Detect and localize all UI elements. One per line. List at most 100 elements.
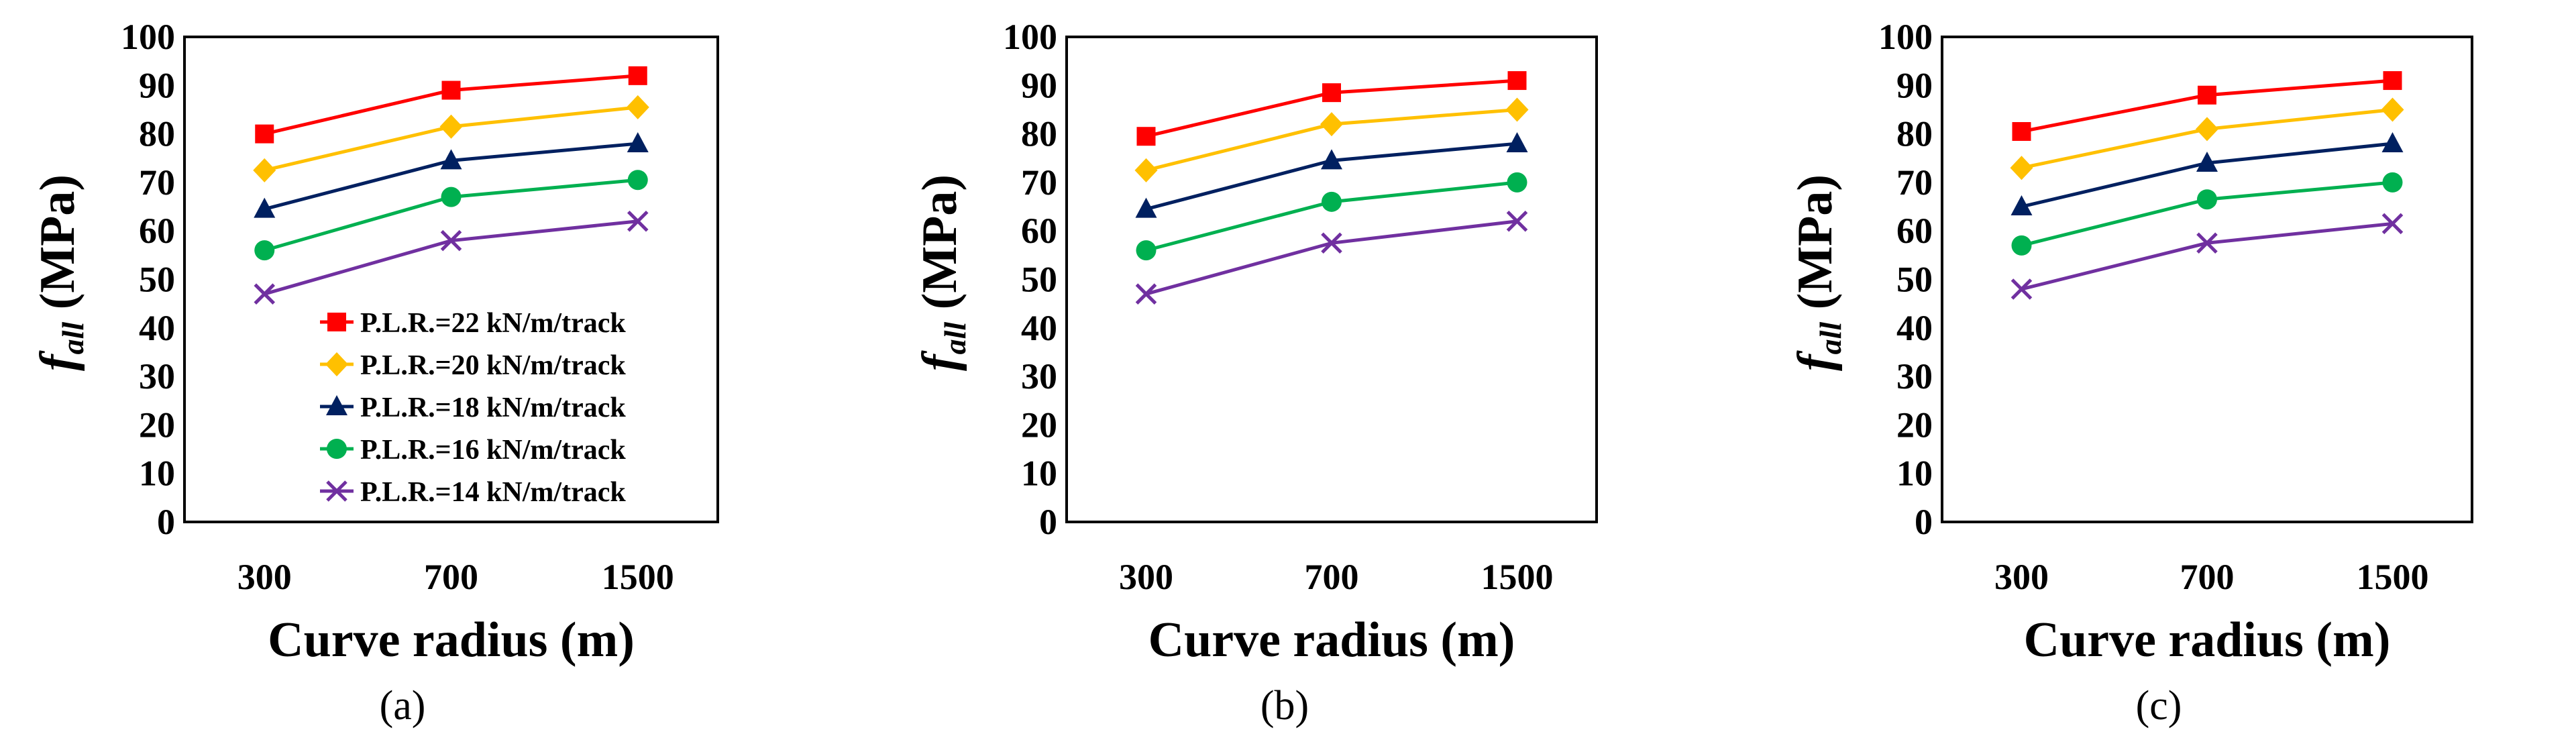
data-point — [255, 124, 274, 144]
y-axis-title-subscript: all — [1813, 322, 1847, 355]
chart-panel-b: 0 10 20 30 40 50 60 70 80 90 100 300 700 1500 Curve ra… — [912, 17, 1598, 729]
data-point — [2198, 85, 2216, 105]
data-point — [441, 187, 462, 207]
series-p-l-r-14-kn-m-track — [2010, 213, 2404, 300]
series-p-l-r-18-kn-m-track — [254, 132, 649, 218]
data-point — [2382, 172, 2403, 193]
data-point — [1321, 149, 1342, 170]
y-tick-label: 70 — [1021, 162, 1057, 203]
series-p-l-r-16-kn-m-track — [2011, 172, 2403, 256]
y-tick-label: 40 — [139, 308, 175, 348]
data-point — [627, 210, 649, 232]
panel-label: (c) — [2136, 683, 2182, 729]
data-point — [1507, 172, 1527, 193]
series-p-l-r-22-kn-m-track — [2012, 71, 2402, 141]
legend-label: P.L.R.=20 kN/m/track — [360, 350, 626, 381]
data-point — [1135, 197, 1157, 218]
y-tick-label: 80 — [139, 114, 175, 154]
y-tick-label: 40 — [1021, 308, 1057, 348]
y-tick-label: 100 — [121, 17, 175, 57]
data-point — [1320, 112, 1343, 137]
legend-marker — [327, 313, 346, 331]
x-tick-label: 1500 — [2357, 557, 2429, 597]
data-point — [441, 81, 461, 100]
data-point — [254, 240, 275, 261]
data-point — [254, 283, 276, 305]
data-point — [2011, 235, 2032, 256]
y-tick-label: 100 — [1878, 17, 1933, 57]
series-p-l-r-20-kn-m-track — [2010, 97, 2404, 180]
series-p-l-r-20-kn-m-track — [1134, 97, 1529, 182]
legend-item: P.L.R.=14 kN/m/track — [320, 477, 626, 508]
y-axis-title: fall (MPa) — [912, 174, 972, 371]
data-point — [1136, 240, 1157, 261]
x-tick-label: 300 — [237, 557, 292, 597]
data-point — [1506, 132, 1528, 153]
legend-label: P.L.R.=18 kN/m/track — [360, 392, 626, 423]
data-point — [254, 197, 276, 218]
data-point — [626, 95, 649, 119]
legend-label: P.L.R.=14 kN/m/track — [360, 477, 626, 508]
legend: P.L.R.=22 kN/m/track P.L.R.=20 kN/m/track… — [320, 308, 626, 508]
legend-marker — [325, 352, 348, 376]
y-tick-label: 50 — [1896, 260, 1933, 300]
y-axis-title: fall (MPa) — [30, 174, 90, 371]
data-point — [440, 229, 462, 252]
data-point — [2196, 117, 2218, 142]
legend-item: P.L.R.=20 kN/m/track — [320, 350, 626, 381]
data-point — [2012, 121, 2031, 141]
y-tick-label: 20 — [139, 405, 175, 445]
data-point — [627, 132, 649, 153]
data-point — [2010, 156, 2033, 180]
y-axis-title-unit: (MPa) — [912, 174, 967, 322]
data-point — [1322, 191, 1342, 212]
y-tick-label: 90 — [1021, 65, 1057, 105]
y-axis-title: fall (MPa) — [1788, 174, 1847, 371]
data-point — [2197, 189, 2217, 210]
data-point — [2381, 132, 2404, 153]
x-tick-label: 1500 — [602, 557, 674, 597]
legend-marker — [326, 395, 347, 415]
y-tick-label: 100 — [1003, 17, 1057, 57]
y-tick-label: 0 — [157, 502, 175, 542]
data-point — [2010, 278, 2033, 300]
y-tick-label: 20 — [1896, 405, 1933, 445]
data-point — [1134, 158, 1158, 182]
data-point — [2196, 232, 2218, 254]
legend-item: P.L.R.=22 kN/m/track — [320, 308, 626, 339]
y-tick-label: 30 — [1896, 356, 1933, 396]
legend-marker — [327, 439, 347, 459]
legend-item: P.L.R.=18 kN/m/track — [320, 392, 626, 423]
data-point — [2381, 213, 2404, 235]
series-p-l-r-16-kn-m-track — [1136, 172, 1527, 261]
series-p-l-r-14-kn-m-track — [254, 210, 649, 305]
data-point — [2383, 71, 2402, 91]
y-tick-label: 30 — [139, 356, 175, 396]
y-axis-title-subscript: all — [938, 322, 972, 355]
y-tick-label: 50 — [139, 260, 175, 300]
data-point — [1322, 83, 1341, 103]
panel-label: (b) — [1260, 683, 1309, 729]
x-axis-title: Curve radius (m) — [1148, 613, 1515, 668]
series-p-l-r-16-kn-m-track — [254, 170, 648, 261]
legend-label: P.L.R.=22 kN/m/track — [360, 308, 626, 339]
data-point — [2010, 195, 2033, 216]
series-p-l-r-14-kn-m-track — [1135, 210, 1528, 305]
data-point — [1136, 127, 1156, 146]
data-point — [439, 114, 463, 139]
chart-panel-c: 0 10 20 30 40 50 60 70 80 90 100 300 700 1500 Curve ra… — [1788, 17, 2473, 729]
y-tick-label: 70 — [139, 162, 175, 203]
data-point — [2381, 97, 2404, 122]
y-tick-label: 80 — [1021, 114, 1057, 154]
y-tick-label: 60 — [139, 211, 175, 251]
data-point — [627, 170, 648, 191]
data-point — [1507, 71, 1527, 91]
x-tick-label: 1500 — [1481, 557, 1554, 597]
legend-marker — [326, 480, 347, 502]
y-tick-label: 60 — [1896, 211, 1933, 251]
series-p-l-r-22-kn-m-track — [255, 66, 647, 144]
y-tick-label: 40 — [1896, 308, 1933, 348]
x-tick-label: 300 — [1119, 557, 1173, 597]
legend-item: P.L.R.=16 kN/m/track — [320, 435, 626, 466]
panel-label: (a) — [380, 683, 426, 729]
